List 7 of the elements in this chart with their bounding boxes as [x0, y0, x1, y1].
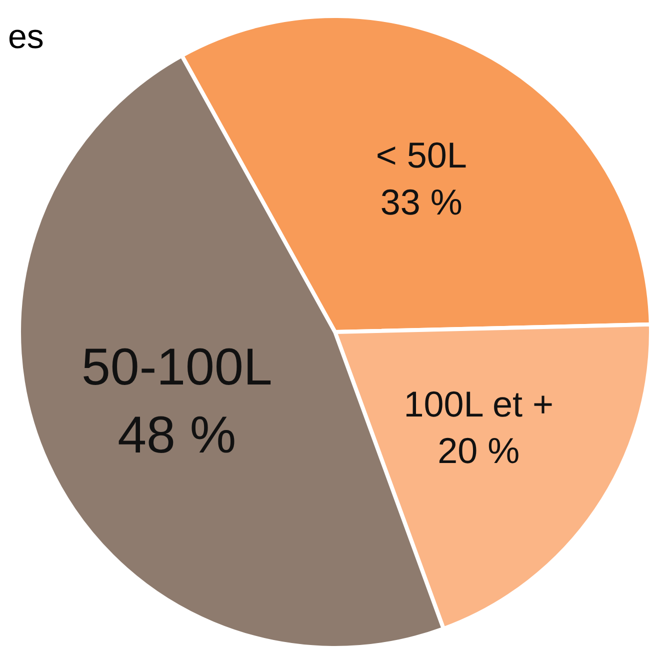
slice-label: < 50L: [376, 134, 467, 176]
slice-label: 100L et +: [404, 383, 554, 424]
slice-label: 50-100L: [81, 338, 272, 397]
data-label: 20 %: [438, 430, 520, 472]
data-label: 48 %: [118, 406, 236, 464]
data-label: 33 %: [380, 182, 462, 223]
text: es: [8, 18, 44, 57]
